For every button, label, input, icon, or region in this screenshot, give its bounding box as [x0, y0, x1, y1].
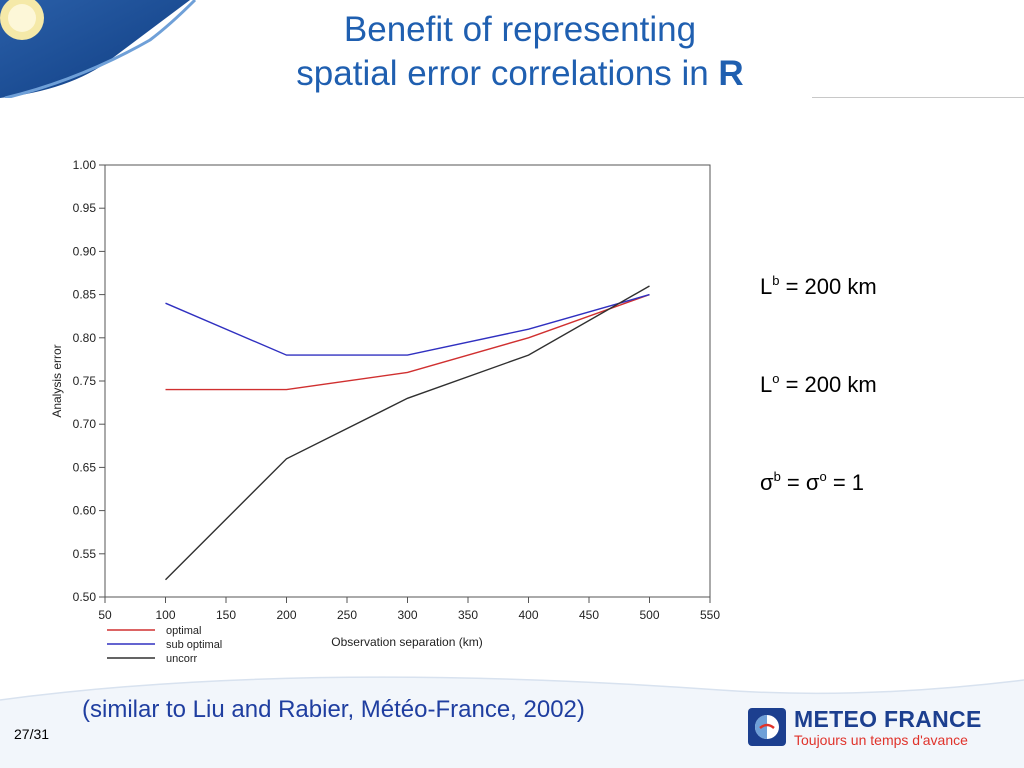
x-tick-label: 450 — [579, 608, 599, 622]
y-axis: 0.50 0.55 0.60 0.65 0.70 0.75 0.80 0.85 0.90 0.95… — [73, 158, 105, 604]
meteo-france-logo-name: METEO FRANCE — [794, 706, 982, 732]
param-lb-superscript: b — [772, 273, 780, 288]
sigma-b-symbol: σ — [760, 470, 774, 495]
sigma-o-symbol: σ — [805, 470, 820, 495]
meteo-france-logo-icon — [748, 708, 786, 746]
legend-label-uncorr: uncorr — [166, 653, 198, 665]
page-number: 27/31 — [14, 726, 50, 742]
y-tick-label: 0.85 — [73, 288, 97, 302]
sigma-o-superscript: o — [819, 469, 827, 484]
x-tick-label: 400 — [518, 608, 538, 622]
plot-frame — [104, 164, 711, 598]
slide-title: Benefit of representing spatial error co… — [220, 8, 820, 96]
title-line-1: Benefit of representing — [343, 10, 697, 49]
x-tick-label: 150 — [216, 608, 236, 622]
param-lb-symbol: L — [760, 274, 773, 299]
citation: (similar to Liu and Rabier, Météo-France… — [82, 696, 585, 723]
x-tick-label: 500 — [639, 608, 659, 622]
y-tick-label: 0.90 — [73, 244, 97, 258]
y-tick-label: 0.55 — [73, 547, 97, 561]
legend-label-sub-optimal: sub optimal — [166, 639, 222, 651]
sigma-b-superscript: b — [773, 469, 781, 484]
x-axis: 50 100 150 200 250 300 350 400 450 500 550 — [98, 597, 720, 622]
y-tick-label: 1.00 — [73, 158, 97, 172]
param-error-std: σb = σo = 1 — [760, 469, 865, 496]
param-lo-superscript: o — [772, 371, 780, 386]
series-line-optimal — [165, 293, 650, 391]
title-line-2: spatial error correlations in R — [220, 52, 820, 96]
meteo-france-logo-tagline: Toujours un temps d'avance — [794, 732, 968, 748]
x-tick-label: 550 — [700, 608, 720, 622]
param-observation-length-scale: Lo = 200 km — [760, 371, 877, 398]
x-tick-label: 100 — [155, 608, 175, 622]
title-bold-r: R — [718, 54, 744, 93]
x-tick-label: 200 — [276, 608, 296, 622]
param-lb-value: = 200 km — [779, 274, 877, 299]
meteo-france-logo: METEO FRANCE Toujours un temps d'avance — [748, 706, 1000, 750]
legend: optimal sub optimal uncorr — [107, 625, 222, 665]
corner-logo — [0, 0, 197, 98]
x-tick-label: 300 — [397, 608, 417, 622]
y-tick-label: 0.75 — [73, 374, 97, 388]
param-lo-value: = 200 km — [779, 372, 877, 397]
legend-label-optimal: optimal — [166, 625, 201, 637]
x-axis-label: Observation separation (km) — [331, 635, 482, 649]
y-tick-label: 0.50 — [73, 590, 97, 604]
series-line-uncorr — [165, 285, 650, 581]
series-group — [165, 285, 650, 581]
title-line-2-text: spatial error correlations in — [296, 54, 719, 93]
x-tick-label: 50 — [98, 608, 112, 622]
y-axis-label: Analysis error — [50, 344, 64, 417]
analysis-error-chart: 50 100 150 200 250 300 350 400 450 500 550 0.500.5… — [50, 158, 720, 665]
y-tick-label: 0.65 — [73, 460, 97, 474]
y-tick-label: 0.70 — [73, 417, 97, 431]
sigma-equals: = — [780, 470, 806, 495]
param-lo-symbol: L — [760, 372, 773, 397]
y-tick-label: 0.60 — [73, 504, 97, 518]
param-background-length-scale: Lb = 200 km — [760, 273, 877, 300]
x-tick-label: 250 — [337, 608, 357, 622]
y-tick-label: 0.95 — [73, 201, 97, 215]
sigma-value: = 1 — [826, 470, 865, 495]
y-tick-label: 0.80 — [73, 331, 97, 345]
x-tick-label: 350 — [458, 608, 478, 622]
series-line-sub-optimal — [165, 293, 650, 356]
header-rule — [812, 97, 1024, 98]
